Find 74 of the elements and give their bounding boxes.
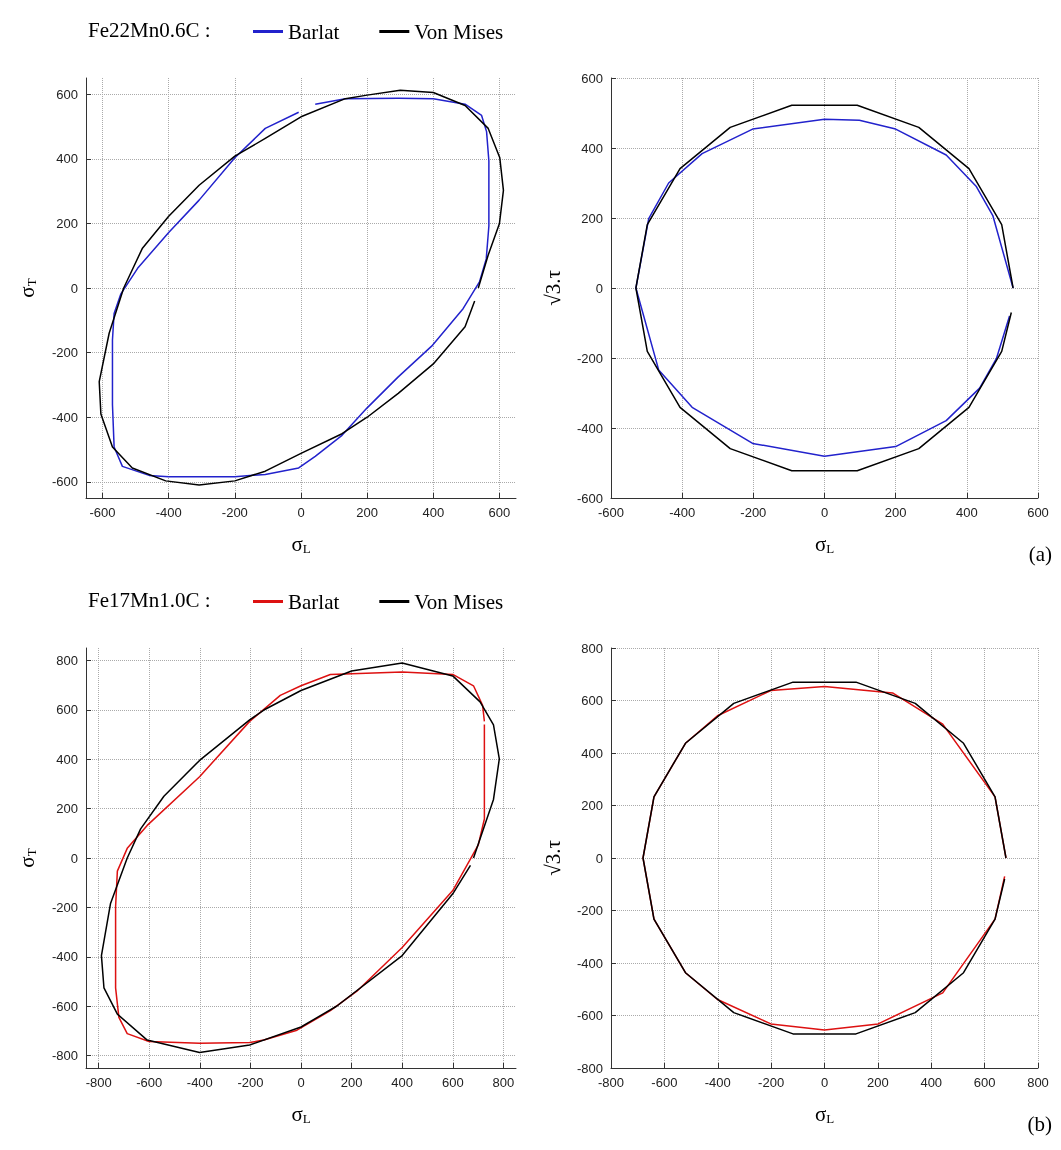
y-tick-label: 600 <box>56 702 78 718</box>
x-tick-label: -200 <box>758 1075 785 1090</box>
x-tick-label: 400 <box>422 505 445 520</box>
y-tick-label: -600 <box>576 490 603 506</box>
y-tick-label: 400 <box>581 745 603 761</box>
x-tick-label: -400 <box>704 1075 731 1090</box>
x-tick-label: -200 <box>740 505 767 520</box>
x-tick-label: 400 <box>955 505 978 520</box>
y-tick-label: -200 <box>576 350 603 366</box>
y-tick-label: 600 <box>581 70 603 86</box>
x-tick-label: 600 <box>973 1075 996 1090</box>
x-tick-label: 400 <box>920 1075 943 1090</box>
x-tick-label: -600 <box>89 505 116 520</box>
y-tick-label: -800 <box>576 1060 603 1076</box>
x-tick-label: -400 <box>155 505 182 520</box>
x-tick-label: 600 <box>488 505 511 520</box>
y-tick-label: -400 <box>51 409 78 425</box>
y-tick-label: -400 <box>576 955 603 971</box>
x-tick-label: 0 <box>297 1075 305 1090</box>
y-tick-label: 200 <box>56 801 78 817</box>
legend-label: Barlat <box>288 19 340 44</box>
y-tick-label: -200 <box>51 899 78 915</box>
y-axis-title: σT <box>14 848 39 868</box>
legend-label: Barlat <box>288 589 340 614</box>
x-tick-label: 800 <box>492 1075 515 1090</box>
x-tick-label: 600 <box>1027 505 1049 520</box>
y-tick-label: -200 <box>576 903 603 918</box>
x-tick-label: 0 <box>820 505 829 520</box>
y-axis-title: √3.τ <box>540 270 565 306</box>
x-tick-label: 200 <box>867 1075 889 1090</box>
y-tick-label: -400 <box>576 420 603 436</box>
x-tick-label: -800 <box>85 1075 112 1090</box>
legend-label: Von Mises <box>414 19 504 44</box>
x-tick-label: -400 <box>186 1075 213 1090</box>
chart-title: Fe17Mn1.0C : <box>88 587 211 612</box>
y-tick-label: 800 <box>56 652 78 668</box>
y-tick-label: 0 <box>595 280 603 296</box>
y-tick-label: 200 <box>581 210 603 226</box>
x-tick-label: 0 <box>297 505 305 520</box>
x-tick-label: -600 <box>651 1075 678 1090</box>
text: (a) <box>1028 541 1053 566</box>
y-axis-title: σT <box>14 278 39 298</box>
y-tick-label: 200 <box>56 215 78 231</box>
x-tick-label: -600 <box>136 1075 163 1090</box>
x-tick-label: -200 <box>237 1075 264 1090</box>
text: (b) <box>1027 1111 1053 1136</box>
y-tick-label: -600 <box>576 1008 603 1023</box>
y-axis-title: √3.τ <box>540 840 565 876</box>
x-tick-label: 600 <box>441 1075 464 1090</box>
y-tick-label: 0 <box>70 850 78 866</box>
y-tick-label: -600 <box>51 474 78 490</box>
y-tick-label: 600 <box>56 86 78 102</box>
y-tick-label: 0 <box>595 850 603 866</box>
x-tick-label: 200 <box>340 1075 363 1090</box>
y-tick-label: 800 <box>581 640 603 656</box>
y-tick-label: 200 <box>581 798 603 813</box>
x-tick-label: 200 <box>884 505 907 520</box>
x-tick-label: 200 <box>356 505 379 520</box>
x-tick-label: 800 <box>1027 1075 1049 1090</box>
y-tick-label: 400 <box>581 140 603 156</box>
y-tick-label: 600 <box>581 693 603 708</box>
y-tick-label: -400 <box>51 949 78 965</box>
y-tick-label: -200 <box>51 345 78 361</box>
legend-label: Von Mises <box>414 589 504 614</box>
y-tick-label: 0 <box>70 280 78 296</box>
x-tick-label: -200 <box>221 505 248 520</box>
chart-title: Fe22Mn0.6C : <box>88 17 211 42</box>
y-tick-label: -600 <box>51 998 78 1014</box>
x-tick-label: 400 <box>391 1075 414 1090</box>
y-tick-label: 400 <box>56 151 78 167</box>
x-tick-label: 0 <box>820 1075 829 1090</box>
y-tick-label: 400 <box>56 751 78 767</box>
x-tick-label: -400 <box>669 505 696 520</box>
y-tick-label: -800 <box>51 1048 78 1064</box>
